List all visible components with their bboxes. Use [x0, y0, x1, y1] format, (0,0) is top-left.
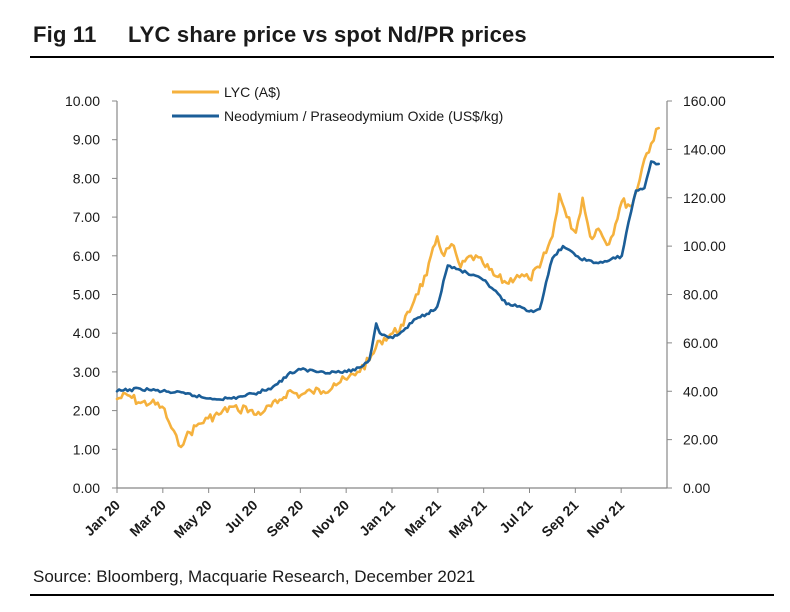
source-note: Source: Bloomberg, Macquarie Research, D… — [33, 567, 476, 586]
right-tick-label: 100.00 — [683, 238, 726, 254]
left-tick-label: 6.00 — [73, 248, 100, 264]
right-tick-label: 80.00 — [683, 287, 718, 303]
right-tick-label: 0.00 — [683, 480, 710, 496]
left-tick-label: 5.00 — [73, 287, 100, 303]
bottom-rule — [30, 594, 774, 596]
right-tick-label: 120.00 — [683, 190, 726, 206]
left-tick-label: 0.00 — [73, 480, 100, 496]
left-tick-label: 8.00 — [73, 170, 100, 186]
right-tick-label: 40.00 — [683, 383, 718, 399]
figure-title-text: LYC share price vs spot Nd/PR prices — [128, 22, 527, 47]
x-tick-label: Nov 20 — [309, 497, 353, 541]
x-tick-label: Jul 20 — [221, 497, 261, 537]
right-tick-label: 60.00 — [683, 335, 718, 351]
series-line-ndpr — [115, 160, 660, 402]
chart-axes: 0.00 1.00 2.00 3.00 4.00 5.00 6.00 7.00 8.00 9.00… — [65, 93, 726, 541]
figure-title: Fig 11 LYC share price vs spot Nd/PR pric… — [33, 22, 527, 48]
left-tick-label: 4.00 — [73, 325, 100, 341]
right-tick-label: 140.00 — [683, 141, 726, 157]
top-rule — [30, 56, 774, 58]
left-tick-label: 2.00 — [73, 403, 100, 419]
left-tick-label: 10.00 — [65, 93, 100, 109]
left-tick-label: 3.00 — [73, 364, 100, 380]
series-layer — [115, 126, 660, 449]
x-tick-label: May 20 — [170, 497, 214, 541]
x-tick-label: Mar 20 — [126, 497, 169, 540]
figure-number: Fig 11 — [33, 22, 97, 47]
x-tick-label: Mar 21 — [401, 497, 444, 540]
legend-label: Neodymium / Praseodymium Oxide (US$/kg) — [224, 108, 503, 124]
series-line-lyc — [115, 126, 660, 449]
x-tick-label: May 21 — [445, 497, 489, 541]
right-tick-label: 20.00 — [683, 432, 718, 448]
chart-legend: LYC (A$) Neodymium / Praseodymium Oxide (… — [172, 84, 503, 124]
x-tick-label: Jan 20 — [81, 497, 123, 539]
x-tick-label: Jul 21 — [496, 497, 536, 537]
left-tick-label: 9.00 — [73, 132, 100, 148]
x-tick-label: Jan 21 — [356, 497, 398, 539]
left-tick-label: 7.00 — [73, 209, 100, 225]
legend-label: LYC (A$) — [224, 84, 281, 100]
x-tick-label: Sep 21 — [538, 497, 581, 540]
left-tick-label: 1.00 — [73, 441, 100, 457]
x-tick-label: Sep 20 — [263, 497, 306, 540]
right-tick-label: 160.00 — [683, 93, 726, 109]
x-tick-label: Nov 21 — [584, 497, 628, 541]
